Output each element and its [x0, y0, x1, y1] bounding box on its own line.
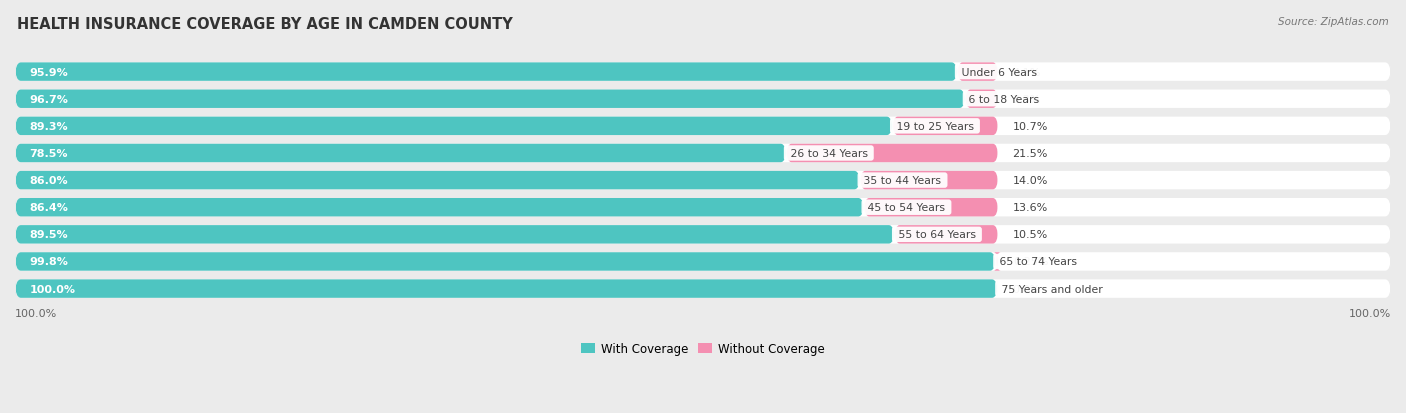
FancyBboxPatch shape: [957, 63, 998, 82]
FancyBboxPatch shape: [15, 117, 1391, 136]
Text: 95.9%: 95.9%: [30, 67, 69, 77]
Text: 14.0%: 14.0%: [1012, 176, 1047, 186]
Text: 89.5%: 89.5%: [30, 230, 69, 240]
FancyBboxPatch shape: [15, 171, 860, 190]
Text: Source: ZipAtlas.com: Source: ZipAtlas.com: [1278, 17, 1389, 26]
Text: 35 to 44 Years: 35 to 44 Years: [860, 176, 945, 186]
FancyBboxPatch shape: [15, 117, 893, 136]
Text: 96.7%: 96.7%: [30, 95, 69, 104]
FancyBboxPatch shape: [15, 90, 1391, 109]
FancyBboxPatch shape: [15, 145, 1391, 163]
FancyBboxPatch shape: [865, 199, 998, 217]
FancyBboxPatch shape: [15, 199, 1391, 217]
Text: 65 to 74 Years: 65 to 74 Years: [995, 257, 1080, 267]
FancyBboxPatch shape: [15, 171, 1391, 190]
Legend: With Coverage, Without Coverage: With Coverage, Without Coverage: [576, 337, 830, 360]
Text: 10.5%: 10.5%: [1012, 230, 1047, 240]
Text: 26 to 34 Years: 26 to 34 Years: [786, 149, 872, 159]
Text: 10.7%: 10.7%: [1012, 121, 1047, 131]
Text: 75 Years and older: 75 Years and older: [998, 284, 1107, 294]
FancyBboxPatch shape: [994, 253, 1001, 271]
Text: 19 to 25 Years: 19 to 25 Years: [893, 121, 977, 131]
FancyBboxPatch shape: [15, 63, 957, 82]
FancyBboxPatch shape: [15, 280, 1391, 298]
FancyBboxPatch shape: [860, 171, 998, 190]
FancyBboxPatch shape: [15, 280, 998, 298]
FancyBboxPatch shape: [893, 117, 998, 136]
Text: 13.6%: 13.6%: [1012, 203, 1047, 213]
Text: 100.0%: 100.0%: [30, 284, 76, 294]
Text: 21.5%: 21.5%: [1012, 149, 1047, 159]
Text: 100.0%: 100.0%: [15, 309, 58, 318]
FancyBboxPatch shape: [15, 253, 995, 271]
Text: 45 to 54 Years: 45 to 54 Years: [865, 203, 949, 213]
Text: 0.0%: 0.0%: [1012, 284, 1040, 294]
Text: 3.3%: 3.3%: [1012, 95, 1040, 104]
Text: 55 to 64 Years: 55 to 64 Years: [894, 230, 979, 240]
FancyBboxPatch shape: [15, 225, 1391, 244]
FancyBboxPatch shape: [966, 90, 998, 109]
FancyBboxPatch shape: [15, 63, 1391, 82]
Text: 86.0%: 86.0%: [30, 176, 69, 186]
Text: 100.0%: 100.0%: [1348, 309, 1391, 318]
FancyBboxPatch shape: [894, 225, 998, 244]
FancyBboxPatch shape: [15, 253, 1391, 271]
FancyBboxPatch shape: [15, 90, 966, 109]
Text: 4.1%: 4.1%: [1012, 67, 1040, 77]
FancyBboxPatch shape: [15, 145, 786, 163]
Text: HEALTH INSURANCE COVERAGE BY AGE IN CAMDEN COUNTY: HEALTH INSURANCE COVERAGE BY AGE IN CAMD…: [17, 17, 513, 31]
Text: 6 to 18 Years: 6 to 18 Years: [966, 95, 1043, 104]
FancyBboxPatch shape: [15, 199, 865, 217]
Text: 78.5%: 78.5%: [30, 149, 69, 159]
Text: 89.3%: 89.3%: [30, 121, 69, 131]
FancyBboxPatch shape: [786, 145, 998, 163]
FancyBboxPatch shape: [15, 225, 894, 244]
Text: 0.25%: 0.25%: [1014, 257, 1049, 267]
Text: 99.8%: 99.8%: [30, 257, 69, 267]
Text: Under 6 Years: Under 6 Years: [957, 67, 1040, 77]
Text: 86.4%: 86.4%: [30, 203, 69, 213]
